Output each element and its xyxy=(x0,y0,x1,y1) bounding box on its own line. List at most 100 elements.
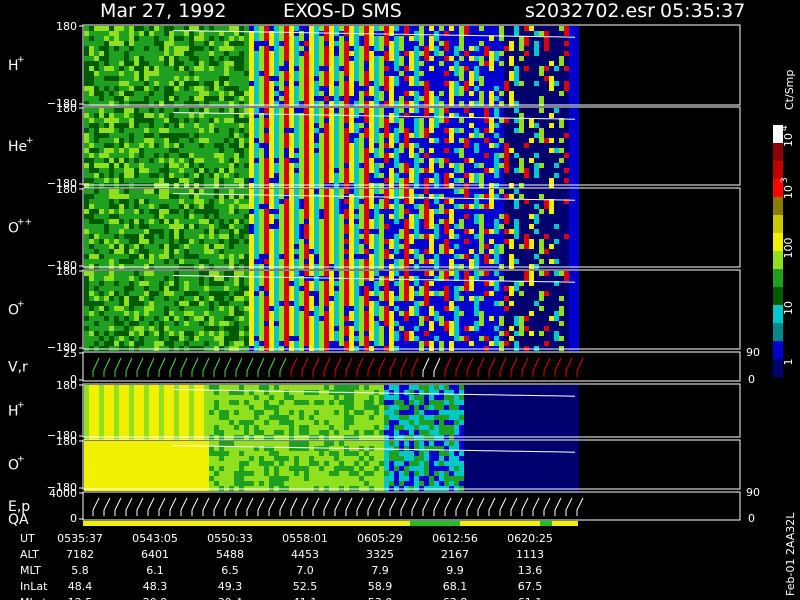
spectrograms xyxy=(84,26,579,491)
cell xyxy=(164,194,169,199)
cell xyxy=(324,26,329,31)
cell xyxy=(134,96,139,101)
cell xyxy=(539,199,544,204)
cell xyxy=(389,113,394,118)
cell xyxy=(459,229,464,234)
cell xyxy=(359,254,364,259)
cell xyxy=(99,31,104,36)
cell xyxy=(389,168,394,173)
cell xyxy=(109,168,114,173)
cell xyxy=(249,81,254,86)
cell xyxy=(534,219,539,224)
cell xyxy=(209,36,214,41)
cell xyxy=(539,36,544,41)
cell xyxy=(189,36,194,41)
cell xyxy=(479,108,484,113)
cell xyxy=(274,209,279,214)
cell xyxy=(224,209,229,214)
cell xyxy=(184,204,189,209)
cell xyxy=(274,108,279,113)
cell xyxy=(89,66,94,71)
cell xyxy=(564,158,569,163)
cell xyxy=(549,118,554,123)
cell xyxy=(304,234,309,239)
cell xyxy=(194,239,199,244)
cell xyxy=(489,86,494,91)
cell xyxy=(239,71,244,76)
cell xyxy=(169,224,174,229)
cell xyxy=(164,178,169,183)
cell xyxy=(244,224,249,229)
cell xyxy=(289,239,294,244)
cell xyxy=(549,41,554,46)
cell xyxy=(474,143,479,148)
cell xyxy=(174,81,179,86)
cell xyxy=(514,41,519,46)
cell xyxy=(389,56,394,61)
cell xyxy=(214,209,219,214)
cell xyxy=(304,96,309,101)
cell xyxy=(229,199,234,204)
cell xyxy=(374,81,379,86)
cell xyxy=(159,163,164,168)
cell xyxy=(414,46,419,51)
cell xyxy=(194,76,199,81)
cell xyxy=(174,138,179,143)
cell xyxy=(344,71,349,76)
cell xyxy=(399,163,404,168)
cell xyxy=(529,209,534,214)
cell xyxy=(159,168,164,173)
cell xyxy=(514,81,519,86)
cell xyxy=(254,51,259,56)
cell xyxy=(84,163,89,168)
cell xyxy=(559,239,564,244)
cell xyxy=(284,259,289,264)
cell xyxy=(564,194,569,199)
cell xyxy=(439,234,444,239)
cell xyxy=(149,209,154,214)
cell xyxy=(574,254,579,259)
cell xyxy=(474,158,479,163)
cell xyxy=(214,158,219,163)
cell xyxy=(119,108,124,113)
cell xyxy=(534,128,539,133)
cell xyxy=(124,194,129,199)
cell xyxy=(139,249,144,254)
cell xyxy=(119,219,124,224)
cell xyxy=(89,321,94,326)
cell xyxy=(239,219,244,224)
cell xyxy=(109,244,114,249)
cell xyxy=(364,143,369,148)
cell xyxy=(374,118,379,123)
cell xyxy=(454,118,459,123)
cell xyxy=(104,331,109,336)
cell xyxy=(469,163,474,168)
cell xyxy=(314,194,319,199)
cell xyxy=(299,133,304,138)
cell xyxy=(244,113,249,118)
cell xyxy=(339,108,344,113)
cell xyxy=(349,51,354,56)
cell xyxy=(254,26,259,31)
cell xyxy=(134,148,139,153)
cell xyxy=(104,96,109,101)
cell xyxy=(144,71,149,76)
cell xyxy=(299,209,304,214)
cell xyxy=(219,91,224,96)
cell xyxy=(119,286,124,291)
cell xyxy=(539,229,544,234)
cell xyxy=(284,173,289,178)
cell xyxy=(204,41,209,46)
cell xyxy=(279,36,284,41)
cell xyxy=(469,113,474,118)
cell xyxy=(464,91,469,96)
cell xyxy=(444,128,449,133)
cell xyxy=(374,26,379,31)
cell xyxy=(239,234,244,239)
cell xyxy=(134,234,139,239)
cell xyxy=(294,86,299,91)
cell xyxy=(399,234,404,239)
cell xyxy=(284,143,289,148)
cell xyxy=(549,239,554,244)
cell xyxy=(429,168,434,173)
